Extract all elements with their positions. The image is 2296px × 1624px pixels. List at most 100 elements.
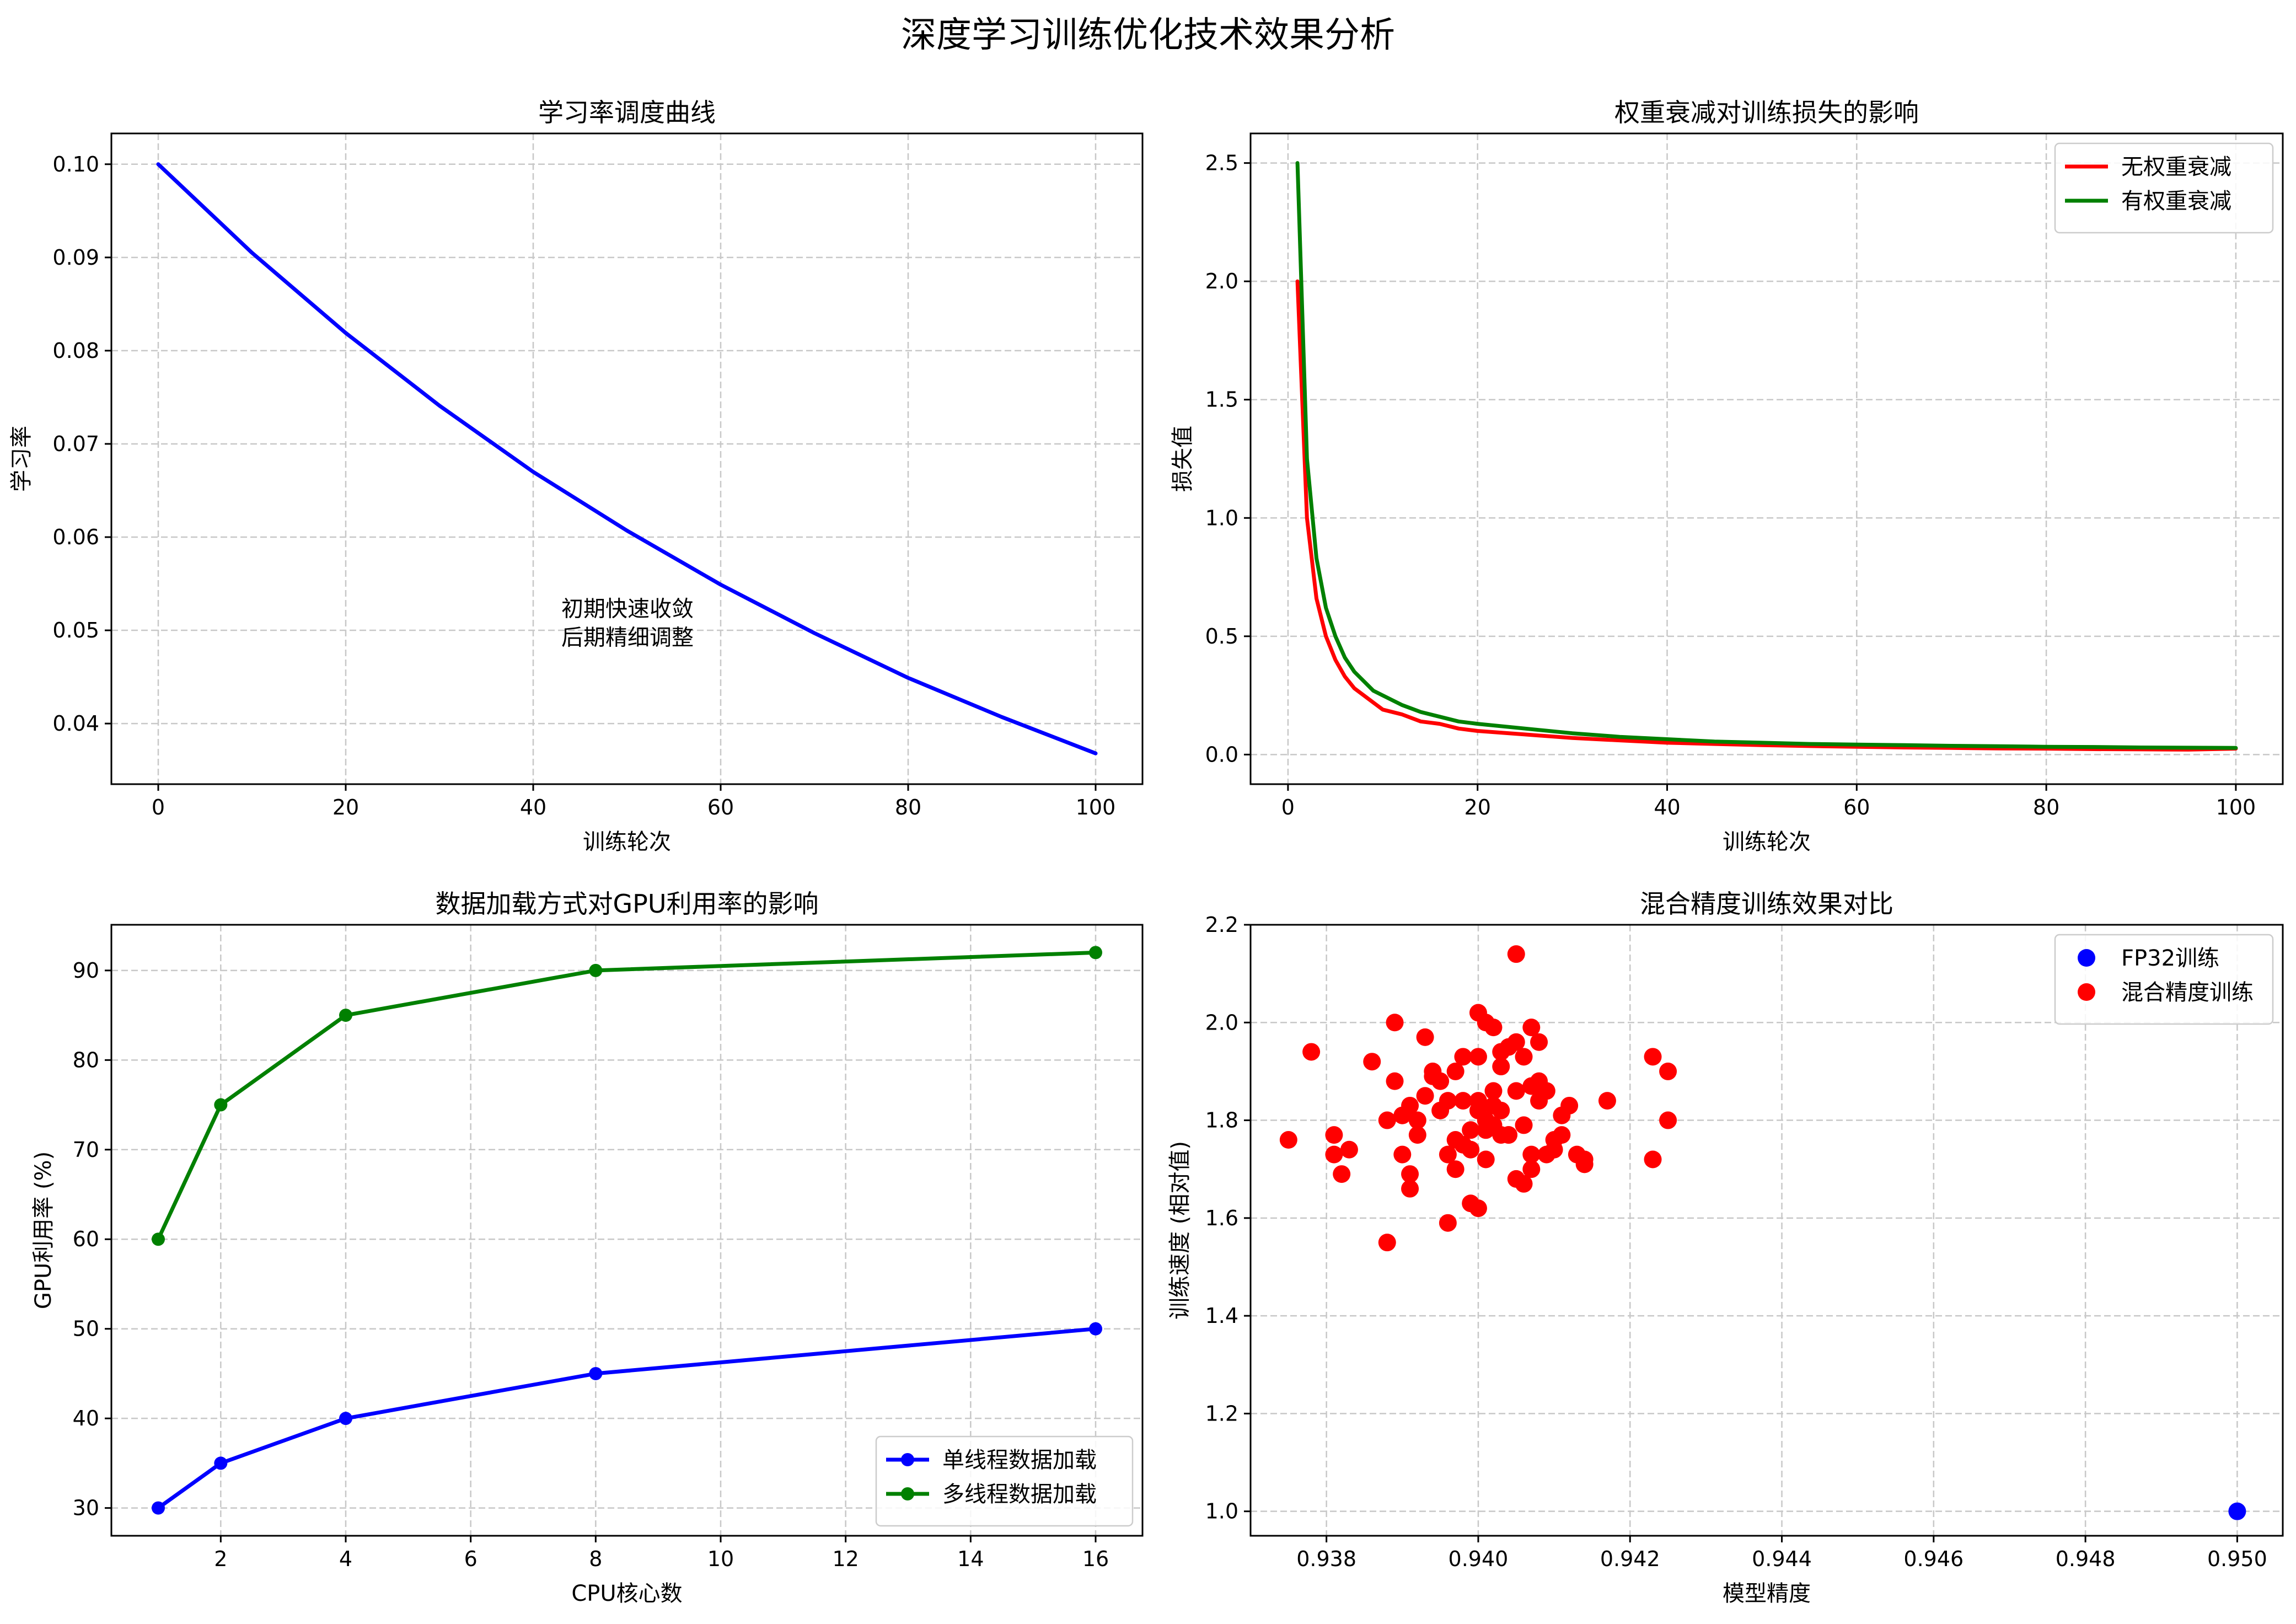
panel-2-legend-label: 无权重衰减: [2121, 154, 2231, 180]
panel-3-series-1-marker: [152, 1501, 165, 1515]
panel-3-legend-box: [875, 1435, 1134, 1527]
panel-3-xtick-label: 2: [214, 1547, 227, 1571]
panel-4-xtick-label: 0.948: [2056, 1547, 2116, 1571]
panel-3-xtick-label: 6: [464, 1547, 478, 1571]
figure-suptitle: 深度学习训练优化技术效果分析: [901, 15, 1395, 56]
panel-3-series-2-line: [156, 950, 1098, 1241]
panel-1-xtick-label: 0: [152, 795, 165, 819]
panel-4-series-2-point: [1378, 1234, 1396, 1252]
panel-1-ylabel: 学习率: [9, 426, 34, 492]
panel-4-series-2-point: [1507, 1082, 1525, 1100]
panel-4-ytick-label: 1.2: [1205, 1401, 1238, 1425]
panel-4-series-2-point: [1522, 1160, 1541, 1178]
panel-4-series-2-point: [1431, 1072, 1450, 1090]
panel-4-series-2-point: [1386, 1072, 1404, 1090]
panel-4-ylabel: 训练速度 (相对值): [1167, 1141, 1193, 1320]
panel-4-series-2-point: [1401, 1096, 1419, 1114]
panel-2-xtick-label: 40: [1654, 795, 1680, 819]
panel-4-xtick-label: 0.942: [1600, 1547, 1660, 1571]
panel-4-series-2-point: [1659, 1062, 1677, 1080]
panel-2-title: 权重衰减对训练损失的影响: [1614, 98, 1919, 127]
panel-4-series-2-point: [1333, 1165, 1351, 1183]
panel-4-series-2-point: [1378, 1111, 1396, 1129]
panel-4-series-2-point: [1469, 1092, 1487, 1110]
panel-4-series-2-point: [1408, 1111, 1426, 1129]
panel-1-ytick-label: 0.06: [52, 525, 99, 549]
panel-3-ytick-label: 40: [73, 1406, 99, 1430]
panel-1-xtick-label: 100: [1076, 795, 1116, 819]
panel-4-ytick-label: 2.0: [1205, 1010, 1238, 1035]
panel-3-series-2-marker: [339, 1009, 352, 1022]
panel-4-series-2-point: [1545, 1140, 1563, 1159]
panel-3-series-2-marker: [214, 1098, 228, 1112]
panel-3-plot-area: [152, 946, 1102, 1515]
panel-4-series-2-point: [1507, 945, 1525, 963]
panel-2-ytick-label: 0.0: [1205, 742, 1238, 767]
panel-3-legend-marker: [901, 1453, 914, 1466]
panel-4-series-2-point: [1439, 1145, 1457, 1164]
panel-3-series-2-marker: [589, 963, 603, 977]
panel-3-xlabel: CPU核心数: [571, 1581, 682, 1606]
panel-3-series-1-marker: [339, 1412, 352, 1425]
panel-4-series-2-point: [1401, 1180, 1419, 1198]
panel-4-series-2-point: [1537, 1082, 1555, 1100]
panel-1-xtick-label: 40: [520, 795, 546, 819]
panel-3-xtick-label: 12: [832, 1547, 859, 1571]
panel-1-ytick-label: 0.07: [52, 432, 99, 456]
panel-3-series-2-marker: [152, 1232, 165, 1246]
panel-4-series-2-point: [1279, 1131, 1297, 1149]
panel-2-ytick-label: 2.5: [1205, 151, 1238, 175]
panel-4-series-2-point: [1416, 1028, 1434, 1046]
panel-1-series-1-line: [156, 162, 1098, 755]
panel-1-annotation-line: 后期精细调整: [561, 625, 694, 651]
panel-4-series-2-point: [1500, 1126, 1517, 1144]
panel-3-xtick-label: 4: [339, 1547, 352, 1571]
panel-4-series-2-point: [1492, 1058, 1510, 1076]
panel-3-legend-label: 单线程数据加载: [942, 1448, 1097, 1473]
panel-4-series-2-point: [1515, 1175, 1533, 1193]
panel-3-ytick-label: 60: [73, 1227, 99, 1251]
panel-4-xtick-label: 0.940: [1449, 1547, 1509, 1571]
panel-4-title: 混合精度训练效果对比: [1640, 889, 1893, 919]
panel-4-series-2-point: [1522, 1145, 1541, 1164]
panel-4-series-2-point: [1515, 1048, 1533, 1066]
panel-1-ytick-label: 0.09: [52, 245, 99, 270]
panel-3-xtick-label: 14: [957, 1547, 984, 1571]
panel-4-xtick-label: 0.946: [1903, 1547, 1964, 1571]
panel-4-legend-box: [2054, 934, 2274, 1025]
panel-1-frame: [110, 132, 1144, 785]
panel-4-series-2-point: [1462, 1140, 1480, 1159]
panel-2-ytick-label: 0.5: [1205, 624, 1238, 648]
panel-3-ytick-label: 90: [73, 958, 99, 983]
panel-4-series-2-point: [1484, 1082, 1503, 1100]
panel-4-series-2-point: [1469, 1199, 1487, 1218]
panel-3-series-1-marker: [589, 1366, 603, 1380]
panel-1-ytick-label: 0.04: [52, 711, 99, 736]
panel-4-series-2-point: [1560, 1096, 1579, 1114]
panel-1-ytick-label: 0.10: [52, 152, 99, 176]
panel-4-legend-marker: [2078, 983, 2095, 1001]
panel-4-series-2-point: [1408, 1126, 1426, 1144]
panel-1-xtick-label: 60: [707, 795, 734, 819]
panel-3-ytick-label: 70: [73, 1138, 99, 1162]
panel-2-frame: [1249, 132, 2284, 785]
panel-3-legend-marker: [901, 1487, 914, 1500]
panel-4-series-2-point: [1462, 1121, 1480, 1139]
panel-4-xtick-label: 0.938: [1296, 1547, 1356, 1571]
panel-4-series-2-point: [1530, 1033, 1548, 1051]
panel-4-plot-area: [1279, 945, 2246, 1520]
panel-2-xtick-label: 0: [1281, 795, 1295, 819]
panel-2-ytick-label: 1.5: [1205, 388, 1238, 412]
panel-3-xtick-label: 8: [589, 1547, 602, 1571]
panel-2-legend-box: [2054, 142, 2274, 234]
panel-3-legend-label: 多线程数据加载: [942, 1482, 1097, 1507]
panel-3-xtick-label: 16: [1082, 1547, 1109, 1571]
panel-1-ytick-label: 0.08: [52, 339, 99, 363]
panel-1-xtick-label: 80: [895, 795, 921, 819]
panel-4-ytick-label: 2.2: [1205, 913, 1238, 937]
panel-4-series-2-point: [1439, 1214, 1457, 1232]
panel-3-series-1-marker: [1089, 1322, 1102, 1336]
panel-2-ylabel: 损失值: [1170, 426, 1195, 492]
panel-4-legend-label: FP32训练: [2121, 946, 2219, 971]
